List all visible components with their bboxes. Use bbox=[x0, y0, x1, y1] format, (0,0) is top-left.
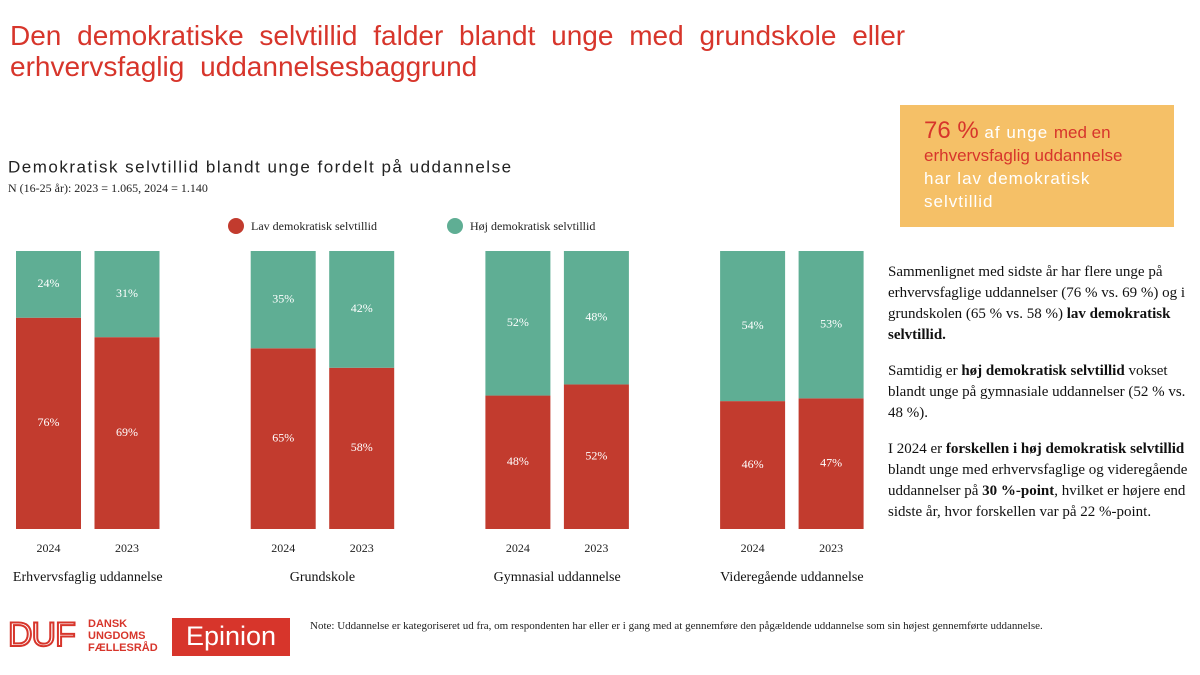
epinion-logo: Epinion bbox=[186, 621, 276, 651]
slide-title: Den demokratiske selvtillid falder bland… bbox=[10, 20, 906, 82]
legend-label: Lav demokratisk selvtillid bbox=[251, 219, 377, 233]
callout-box: 76 % af unge med en erhvervsfaglig uddan… bbox=[900, 105, 1174, 227]
value-label: 76% bbox=[38, 415, 60, 429]
bar-segment bbox=[563, 384, 629, 529]
bar-segment bbox=[485, 395, 551, 529]
duf-name: FÆLLESRÅD bbox=[88, 641, 158, 654]
bar-segment bbox=[94, 251, 160, 338]
callout-text: har lav demokratisk selvtillid bbox=[924, 169, 1091, 211]
value-label: 31% bbox=[116, 286, 138, 300]
paragraph: Samtidig er høj demokratisk selvtillid v… bbox=[888, 361, 1194, 424]
paragraph-text: Samtidig er bbox=[888, 363, 962, 379]
bar-segment bbox=[16, 251, 81, 318]
bar-segment bbox=[250, 251, 316, 349]
bar-segment bbox=[485, 251, 551, 396]
logos: DUF DANSK UNGDOMS FÆLLESRÅD Epinion bbox=[8, 615, 290, 656]
bar-segment bbox=[16, 317, 81, 529]
group-label: Erhvervsfaglig uddannelse bbox=[13, 570, 163, 585]
paragraph-text: , hvilket er højere end sidste år, hvor … bbox=[888, 483, 1186, 520]
value-label: 52% bbox=[507, 315, 529, 329]
duf-mark: DUF bbox=[8, 616, 75, 654]
value-label: 65% bbox=[272, 430, 294, 444]
duf-name: UNGDOMS bbox=[88, 630, 145, 642]
legend-swatch bbox=[447, 218, 463, 234]
x-tick-label: 2024 bbox=[741, 541, 765, 555]
value-label: 52% bbox=[585, 448, 607, 462]
paragraph-text: 30 %-point bbox=[982, 483, 1055, 499]
value-label: 58% bbox=[351, 440, 373, 454]
paragraph-text: høj demokratisk selvtillid bbox=[961, 363, 1125, 379]
paragraph-text: Sammenlignet med sidste år har flere ung… bbox=[888, 264, 1185, 322]
epinion-box bbox=[172, 618, 290, 656]
x-tick-label: 2024 bbox=[506, 541, 530, 555]
paragraph-text: vokset blandt unge på gymnasiale uddanne… bbox=[888, 363, 1186, 421]
chart-title: Demokratisk selvtillid blandt unge forde… bbox=[8, 157, 513, 176]
value-label: 48% bbox=[585, 309, 607, 323]
commentary: Sammenlignet med sidste år har flere ung… bbox=[888, 262, 1194, 538]
x-tick-label: 2023 bbox=[584, 541, 608, 555]
paragraph-text: lav demokratisk selvtillid. bbox=[888, 306, 1171, 343]
value-label: 24% bbox=[38, 276, 60, 290]
bar-segment bbox=[329, 251, 395, 368]
paragraph-text: blandt unge med erhvervsfaglige og vider… bbox=[888, 462, 1188, 499]
bar-segment bbox=[250, 348, 316, 529]
value-label: 69% bbox=[116, 425, 138, 439]
group-label: Grundskole bbox=[290, 570, 355, 585]
value-label: 47% bbox=[820, 455, 842, 469]
duf-name: DANSK bbox=[88, 618, 127, 630]
bar-segment bbox=[329, 367, 395, 529]
value-label: 53% bbox=[820, 316, 842, 330]
x-tick-label: 2023 bbox=[115, 541, 139, 555]
paragraph-text: forskellen i høj demokratisk selvtillid bbox=[945, 441, 1185, 457]
legend-swatch bbox=[228, 218, 244, 234]
x-tick-label: 2023 bbox=[819, 541, 843, 555]
chart: Demokratisk selvtillid blandt unge forde… bbox=[8, 157, 864, 585]
note: Note: Uddannelse er kategoriseret ud fra… bbox=[310, 620, 1043, 632]
x-tick-label: 2024 bbox=[271, 541, 295, 555]
bar-segment bbox=[798, 398, 864, 529]
bar-segment bbox=[563, 251, 629, 385]
callout-text: med en erhvervsfaglig uddannelse bbox=[924, 123, 1123, 165]
group-label: Gymnasial uddannelse bbox=[494, 570, 621, 585]
bar-segment bbox=[720, 251, 786, 402]
bar-segment bbox=[720, 401, 786, 529]
group-label: Videregående uddannelse bbox=[720, 570, 863, 585]
x-tick-label: 2024 bbox=[37, 541, 61, 555]
paragraph: I 2024 er forskellen i høj demokratisk s… bbox=[888, 439, 1194, 523]
paragraph: Sammenlignet med sidste år har flere ung… bbox=[888, 262, 1194, 346]
callout-text: af unge bbox=[978, 123, 1054, 142]
chart-subtitle: N (16-25 år): 2023 = 1.065, 2024 = 1.140 bbox=[8, 181, 208, 195]
value-label: 35% bbox=[272, 291, 294, 305]
callout-text: 76 % bbox=[924, 117, 979, 144]
bar-segment bbox=[94, 337, 160, 529]
value-label: 46% bbox=[742, 457, 764, 471]
value-label: 54% bbox=[742, 318, 764, 332]
legend-label: Høj demokratisk selvtillid bbox=[470, 219, 595, 233]
value-label: 42% bbox=[351, 301, 373, 315]
x-tick-label: 2023 bbox=[350, 541, 374, 555]
value-label: 48% bbox=[507, 454, 529, 468]
paragraph-text: I 2024 er bbox=[888, 441, 946, 457]
bar-segment bbox=[798, 251, 864, 399]
